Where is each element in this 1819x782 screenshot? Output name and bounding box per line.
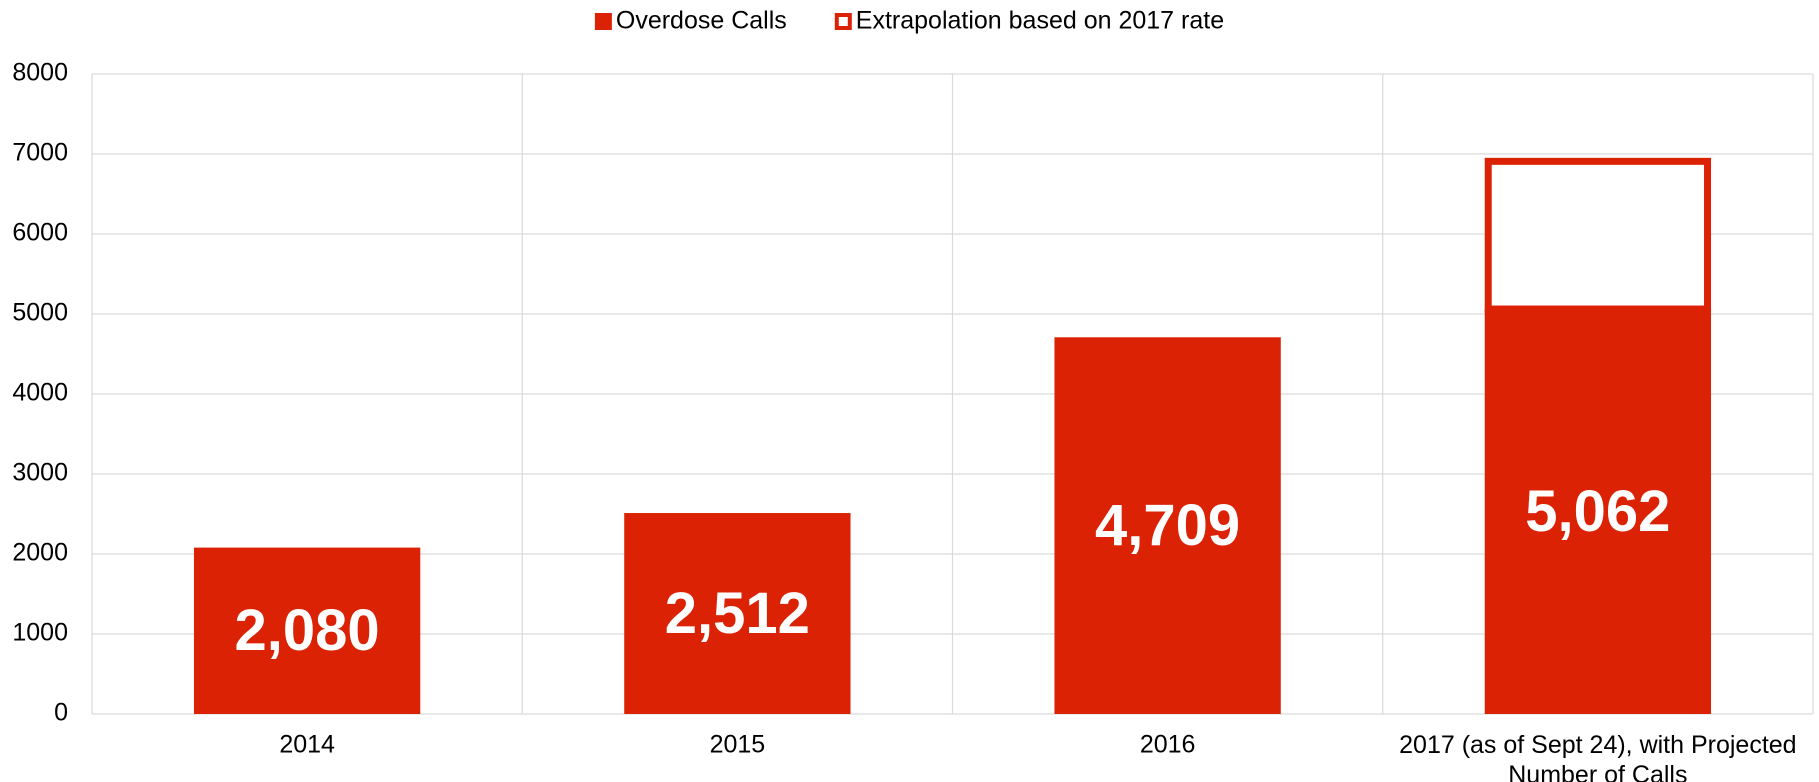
- bar-segment: [624, 513, 851, 714]
- bar-segment: [1484, 157, 1712, 313]
- legend: Overdose Calls Extrapolation based on 201…: [594, 7, 1224, 35]
- legend-swatch: [834, 13, 852, 30]
- data-label: 2,512: [665, 581, 810, 646]
- x-tick-label: 2017 (as of Sept 24), with Projected Numb…: [1399, 731, 1796, 782]
- x-tick-label-line: Number of Calls: [1508, 761, 1687, 782]
- data-label: 4,709: [1095, 493, 1240, 558]
- legend-label: Extrapolation based on 2017 rate: [856, 7, 1224, 35]
- y-tick-label: 4000: [12, 379, 68, 407]
- data-label: 5,062: [1525, 479, 1670, 544]
- y-tick-label: 1000: [12, 619, 68, 647]
- y-tick-label: 5000: [12, 299, 68, 327]
- legend-swatch: [594, 13, 612, 30]
- data-label: 2,080: [235, 598, 380, 663]
- y-tick-label: 2000: [12, 539, 68, 567]
- x-tick-label-line: 2017 (as of Sept 24), with Projected: [1399, 731, 1796, 759]
- y-tick-label: 6000: [12, 219, 68, 247]
- y-tick-label: 0: [54, 699, 68, 727]
- bar-segment: [1054, 337, 1281, 714]
- x-tick-label: 2014: [279, 731, 335, 759]
- bar-segment: [1484, 309, 1712, 714]
- x-tick-label: 2015: [710, 731, 766, 759]
- legend-label: Overdose Calls: [616, 7, 787, 35]
- bar-segment: [193, 547, 421, 714]
- x-tick-label: 2016: [1140, 731, 1196, 759]
- y-tick-label: 3000: [12, 459, 68, 487]
- y-tick-label: 8000: [12, 59, 68, 87]
- y-tick-label: 7000: [12, 139, 68, 167]
